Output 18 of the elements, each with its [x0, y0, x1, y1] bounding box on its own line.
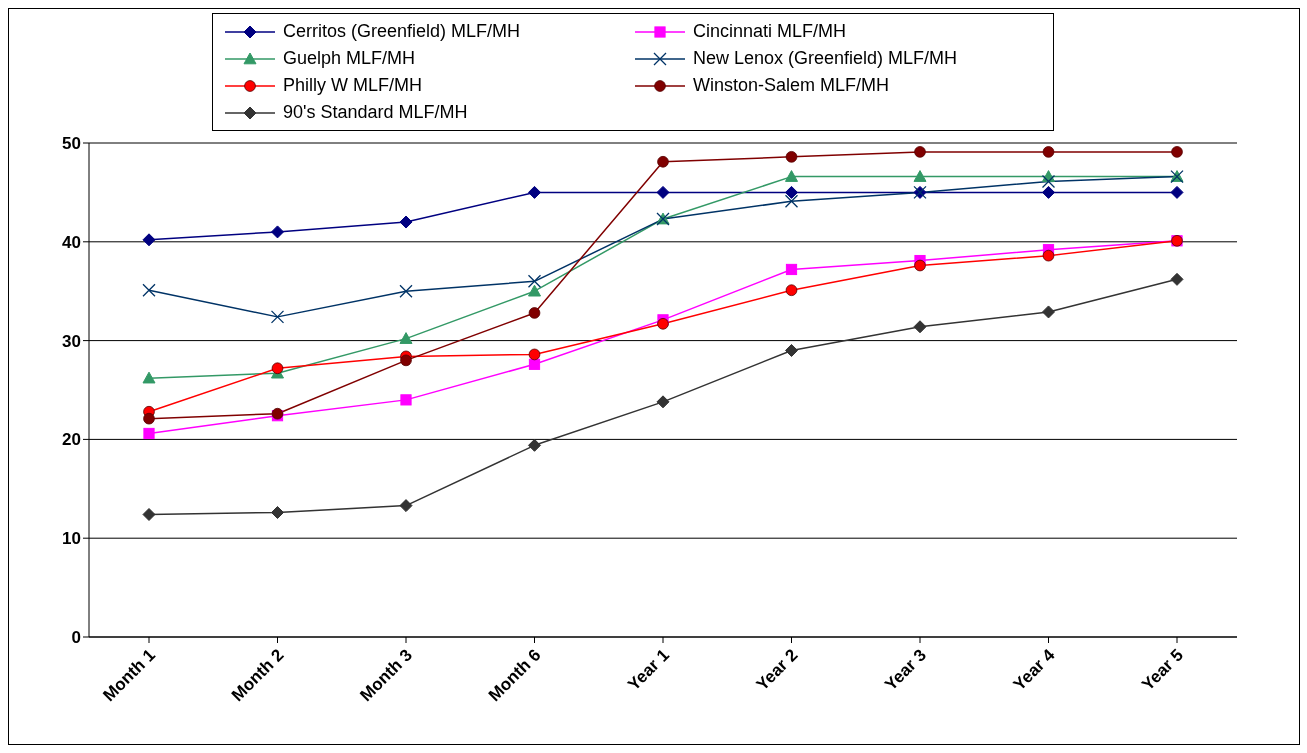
y-tick-label: 30	[62, 331, 81, 351]
legend-label: Guelph MLF/MH	[283, 48, 416, 69]
x-tick-label: Year 1	[624, 645, 673, 695]
legend-label: Cincinnati MLF/MH	[693, 21, 847, 42]
legend-label: New Lenox (Greenfield) MLF/MH	[693, 48, 958, 69]
legend-label: Winston-Salem MLF/MH	[693, 75, 890, 96]
y-tick-label: 40	[62, 232, 81, 252]
y-tick-label: 10	[62, 529, 81, 549]
legend-label: 90's Standard MLF/MH	[283, 102, 468, 123]
x-tick-label: Year 4	[1009, 645, 1059, 695]
x-tick-label: Year 2	[752, 645, 802, 695]
y-tick-label: 50	[62, 134, 81, 154]
y-tick-label: 0	[71, 628, 81, 648]
x-tick-label: Year 3	[881, 645, 930, 695]
legend-label: Cerritos (Greenfield) MLF/MH	[283, 21, 521, 42]
legend-label: Philly W MLF/MH	[283, 75, 422, 96]
x-tick-label: Year 5	[1138, 645, 1187, 695]
y-tick-label: 20	[62, 430, 81, 450]
